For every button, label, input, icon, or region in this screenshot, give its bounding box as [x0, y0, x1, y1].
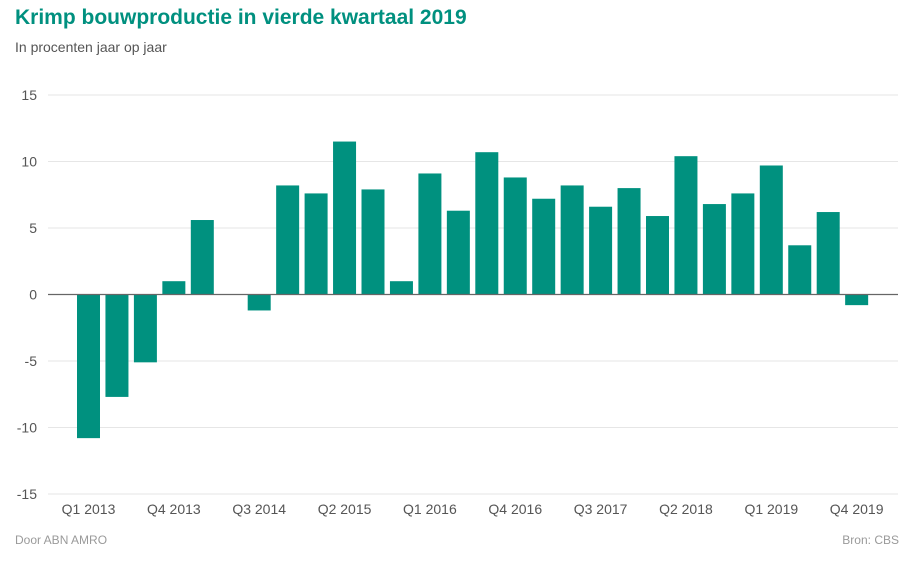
x-tick-label: Q2 2015 — [318, 501, 372, 517]
bar-q1-2014 — [190, 220, 214, 295]
y-tick-label: 0 — [29, 287, 37, 303]
bar-q3-2019 — [816, 212, 840, 295]
chart-subtitle: In procenten jaar op jaar — [15, 39, 167, 55]
bar-q1-2016 — [418, 173, 442, 295]
footer-source: Bron: CBS — [842, 533, 899, 547]
bar-q3-2014 — [247, 294, 271, 311]
bar-q3-2016 — [475, 152, 499, 295]
y-axis-labels: 15 10 5 0 -5 -10 -15 — [17, 87, 37, 502]
bar-q3-2017 — [589, 206, 613, 295]
bar-q3-2015 — [361, 189, 385, 295]
bar-q4-2013 — [162, 281, 186, 295]
x-tick-label: Q4 2016 — [488, 501, 542, 517]
x-tick-label: Q4 2013 — [147, 501, 201, 517]
x-axis-labels: Q1 2013 Q4 2013 Q3 2014 Q2 2015 Q1 2016 Q4 20… — [62, 501, 884, 517]
bars — [77, 141, 869, 439]
x-tick-label: Q2 2018 — [659, 501, 713, 517]
bar-q2-2013 — [105, 294, 129, 397]
x-tick-label: Q3 2017 — [574, 501, 628, 517]
x-tick-label: Q1 2016 — [403, 501, 457, 517]
y-tick-label: -10 — [17, 420, 37, 436]
bar-q4-2014 — [276, 185, 300, 295]
y-tick-label: 15 — [21, 87, 37, 103]
bar-q1-2015 — [304, 193, 328, 295]
chart-title: Krimp bouwproductie in vierde kwartaal 2… — [15, 6, 467, 29]
bar-q3-2013 — [133, 294, 157, 363]
bar-q4-2018 — [731, 193, 755, 295]
bar-q1-2017 — [532, 198, 556, 295]
x-tick-label: Q3 2014 — [232, 501, 286, 517]
y-tick-label: 5 — [29, 220, 37, 236]
x-tick-label: Q1 2013 — [62, 501, 116, 517]
y-tick-label: -15 — [17, 486, 37, 502]
bar-q1-2013 — [77, 294, 100, 439]
x-tick-label: Q4 2019 — [830, 501, 884, 517]
bar-q2-2015 — [333, 141, 357, 295]
bar-q1-2019 — [759, 165, 783, 295]
y-tick-label: -5 — [25, 353, 38, 369]
bar-q2-2018 — [674, 156, 698, 295]
y-tick-label: 10 — [21, 154, 37, 170]
bar-q4-2016 — [503, 177, 527, 295]
bar-q3-2018 — [702, 204, 726, 295]
bar-q4-2015 — [389, 281, 413, 295]
bar-q1-2018 — [646, 216, 669, 295]
x-tick-label: Q1 2019 — [744, 501, 798, 517]
bar-q2-2017 — [560, 185, 584, 295]
bar-q4-2017 — [617, 188, 641, 295]
bar-q2-2016 — [446, 210, 470, 295]
bar-q2-2019 — [788, 245, 812, 295]
footer-credit: Door ABN AMRO — [15, 533, 108, 547]
grid-lines — [48, 94, 898, 495]
bar-q4-2019 — [845, 294, 869, 306]
